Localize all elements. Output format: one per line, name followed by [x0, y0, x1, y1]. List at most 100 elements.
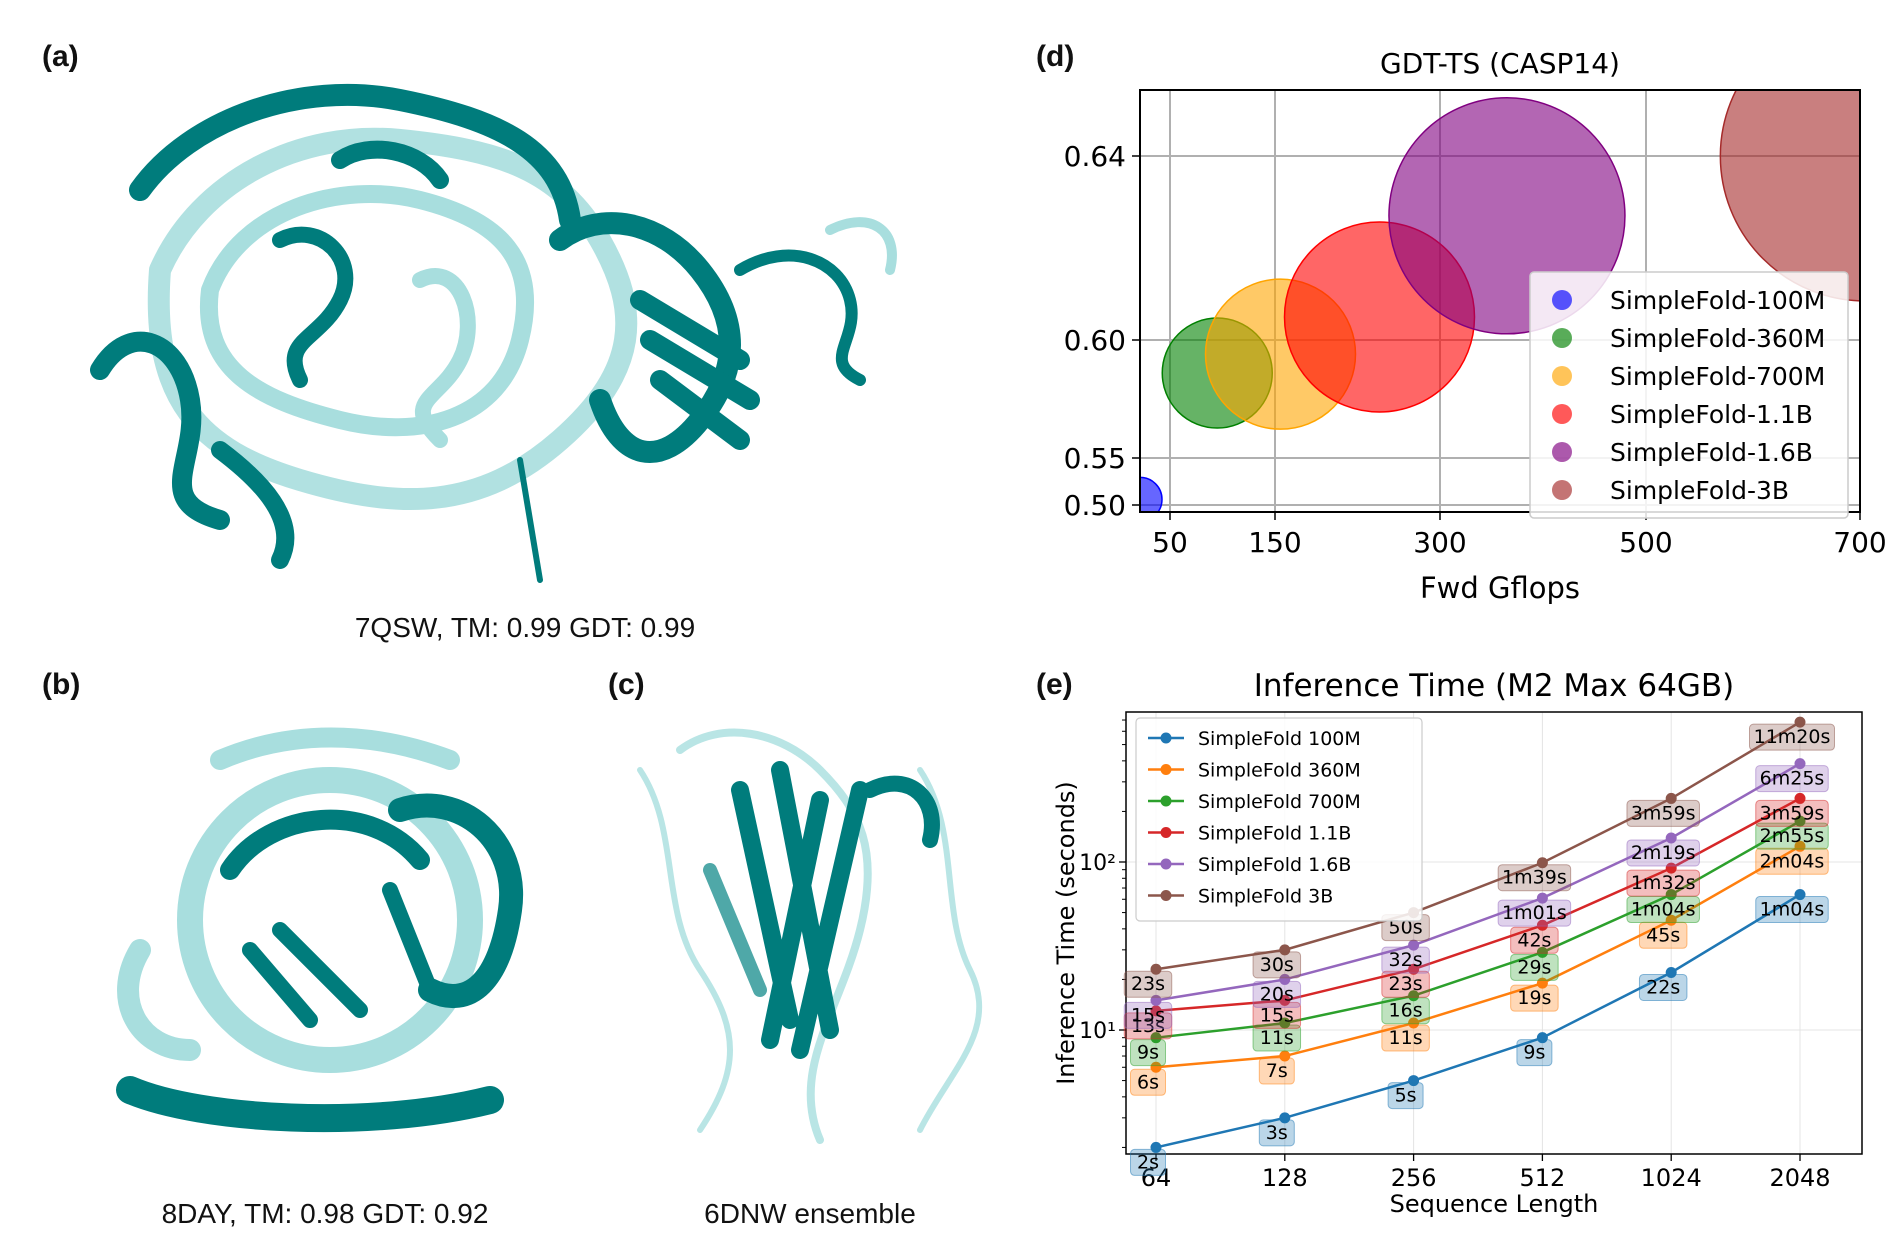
- legend-marker-simplefold-360m: [1552, 328, 1572, 348]
- y-tick-label: 0.50: [1064, 489, 1126, 522]
- data-label-box-simplefold-360m: [1258, 1057, 1295, 1085]
- data-label-box-simplefold-1-1b: [1510, 926, 1559, 954]
- data-label-box-simplefold-1-6b: [1123, 1001, 1173, 1029]
- panel-label-d: (d): [1036, 40, 1075, 73]
- data-point-simplefold-1-1b: [1408, 963, 1420, 975]
- y-axis-label: Inference Time (seconds): [1052, 781, 1080, 1085]
- x-tick-label: 64: [1141, 1164, 1172, 1192]
- protein-ensemble-6dnw: [637, 728, 983, 1144]
- series-line-simplefold-100m: [1155, 893, 1801, 1149]
- data-point-simplefold-700m: [1536, 946, 1548, 958]
- data-label-box-simplefold-1-1b: [1626, 869, 1700, 897]
- data-label-simplefold-100m: 9s: [1523, 1042, 1545, 1064]
- data-label-box-simplefold-1-1b: [1381, 970, 1430, 998]
- legend-label-simplefold-100m: SimpleFold-100M: [1610, 286, 1825, 315]
- panel-label-a: (a): [42, 40, 79, 73]
- x-tick-label: 512: [1519, 1164, 1565, 1192]
- data-label-simplefold-700m: 1m04s: [1631, 899, 1696, 921]
- data-point-simplefold-700m: [1665, 889, 1677, 901]
- data-label-simplefold-1-6b: 2m19s: [1631, 842, 1696, 864]
- data-point-simplefold-1-6b: [1794, 758, 1806, 770]
- panel-label-b: (b): [42, 668, 81, 701]
- legend-marker-simplefold-360m: [1160, 764, 1172, 775]
- gdt-ts-bubble-chart: GDT-TS (CASP14) 50 150 300 500 700 0.50 0.55 0.6…: [1064, 47, 1887, 605]
- data-label-box-simplefold-700m: [1755, 822, 1829, 850]
- data-point-simplefold-100m: [1536, 1032, 1548, 1044]
- legend-marker-simplefold-1-6b: [1552, 442, 1572, 462]
- protein-structure-7qsw: [90, 83, 897, 583]
- data-label-simplefold-360m: 6s: [1137, 1071, 1159, 1093]
- data-label-box-simplefold-100m: [1516, 1039, 1553, 1067]
- data-label-box-simplefold-1-6b: [1497, 899, 1572, 927]
- data-point-simplefold-100m: [1794, 889, 1806, 901]
- legend-label-simplefold-700m: SimpleFold 700M: [1198, 791, 1361, 813]
- data-label-box-simplefold-1-6b: [1755, 765, 1829, 793]
- data-point-simplefold-700m: [1279, 1017, 1291, 1029]
- data-label-box-simplefold-1-1b: [1252, 1001, 1302, 1029]
- x-tick-label: 128: [1262, 1164, 1308, 1192]
- data-label-box-simplefold-3b: [1497, 864, 1572, 892]
- data-point-simplefold-1-6b: [1536, 892, 1548, 904]
- data-point-simplefold-100m: [1665, 966, 1677, 978]
- legend-box: [1529, 271, 1849, 519]
- data-label-box-simplefold-100m: [1130, 1148, 1166, 1176]
- data-point-simplefold-1-1b: [1794, 792, 1806, 804]
- data-point-simplefold-3b: [1665, 792, 1677, 804]
- data-label-box-simplefold-100m: [1638, 973, 1688, 1001]
- legend-marker-simplefold-1-6b: [1160, 858, 1172, 870]
- data-label-simplefold-1-6b: 20s: [1260, 983, 1294, 1005]
- data-label-box-simplefold-3b: [1123, 970, 1173, 998]
- data-label-box-simplefold-100m: [1258, 1119, 1295, 1147]
- data-point-simplefold-1-1b: [1279, 994, 1291, 1006]
- data-point-simplefold-1-1b: [1150, 1005, 1162, 1017]
- data-point-simplefold-3b: [1536, 857, 1548, 869]
- x-axis-label: Sequence Length: [1390, 1190, 1599, 1218]
- y-tick-label: 0.64: [1064, 140, 1126, 173]
- data-label-simplefold-360m: 2m04s: [1760, 850, 1825, 872]
- data-point-simplefold-360m: [1279, 1050, 1291, 1062]
- data-label-box-simplefold-100m: [1387, 1082, 1424, 1110]
- data-label-simplefold-700m: 9s: [1137, 1042, 1159, 1064]
- data-point-simplefold-1-1b: [1536, 919, 1548, 931]
- data-label-box-simplefold-360m: [1510, 984, 1559, 1012]
- data-label-box-simplefold-3b: [1749, 723, 1835, 751]
- data-label-simplefold-1-6b: 15s: [1131, 1004, 1165, 1026]
- data-label-box-simplefold-360m: [1755, 847, 1829, 875]
- data-point-simplefold-1-6b: [1408, 939, 1420, 951]
- data-label-simplefold-1-6b: 1m01s: [1502, 902, 1567, 924]
- inference-time-line-chart: Inference Time (M2 Max 64GB) 64 128 256 512 1…: [1052, 668, 1863, 1218]
- legend-label-simplefold-360m: SimpleFold 360M: [1198, 760, 1361, 782]
- x-tick-label: 50: [1152, 526, 1188, 559]
- chart-title: GDT-TS (CASP14): [1380, 47, 1620, 80]
- data-label-box-simplefold-3b: [1252, 951, 1302, 979]
- protein-structure-8day: [116, 727, 524, 1133]
- data-label-simplefold-360m: 7s: [1266, 1060, 1288, 1082]
- caption-7qsw: 7QSW, TM: 0.99 GDT: 0.99: [354, 612, 696, 643]
- legend-box: [1135, 717, 1423, 922]
- data-point-simplefold-3b: [1150, 963, 1162, 975]
- data-label-simplefold-3b: 1m39s: [1502, 867, 1567, 889]
- data-label-simplefold-1-1b: 13s: [1131, 1015, 1165, 1037]
- data-point-simplefold-100m: [1279, 1112, 1291, 1124]
- data-point-simplefold-700m: [1150, 1032, 1162, 1044]
- data-label-box-simplefold-700m: [1510, 953, 1559, 981]
- data-label-simplefold-360m: 19s: [1517, 987, 1551, 1009]
- data-label-box-simplefold-1-6b: [1381, 946, 1430, 974]
- legend-marker-simplefold-1-1b: [1160, 827, 1172, 838]
- data-label-simplefold-100m: 1m04s: [1760, 899, 1825, 921]
- data-label-simplefold-1-1b: 42s: [1517, 929, 1551, 951]
- legend-label-simplefold-1-6b: SimpleFold 1.6B: [1198, 854, 1351, 876]
- legend-marker-simplefold-100m: [1160, 732, 1172, 744]
- legend-label-simplefold-1-1b: SimpleFold 1.1B: [1198, 823, 1351, 845]
- panel-label-c: (c): [608, 668, 645, 701]
- y-tick-label: 0.60: [1064, 324, 1126, 357]
- x-tick-label: 300: [1413, 526, 1466, 559]
- bubble-simplefold-100m: [1140, 476, 1163, 512]
- data-point-simplefold-3b: [1279, 944, 1291, 956]
- plot-frame: [1125, 711, 1863, 1155]
- data-label-simplefold-1-6b: 6m25s: [1760, 768, 1825, 790]
- chart-title: Inference Time (M2 Max 64GB): [1254, 668, 1734, 704]
- data-label-simplefold-360m: 11s: [1389, 1027, 1423, 1049]
- data-point-simplefold-1-6b: [1665, 832, 1677, 844]
- data-point-simplefold-100m: [1408, 1075, 1420, 1087]
